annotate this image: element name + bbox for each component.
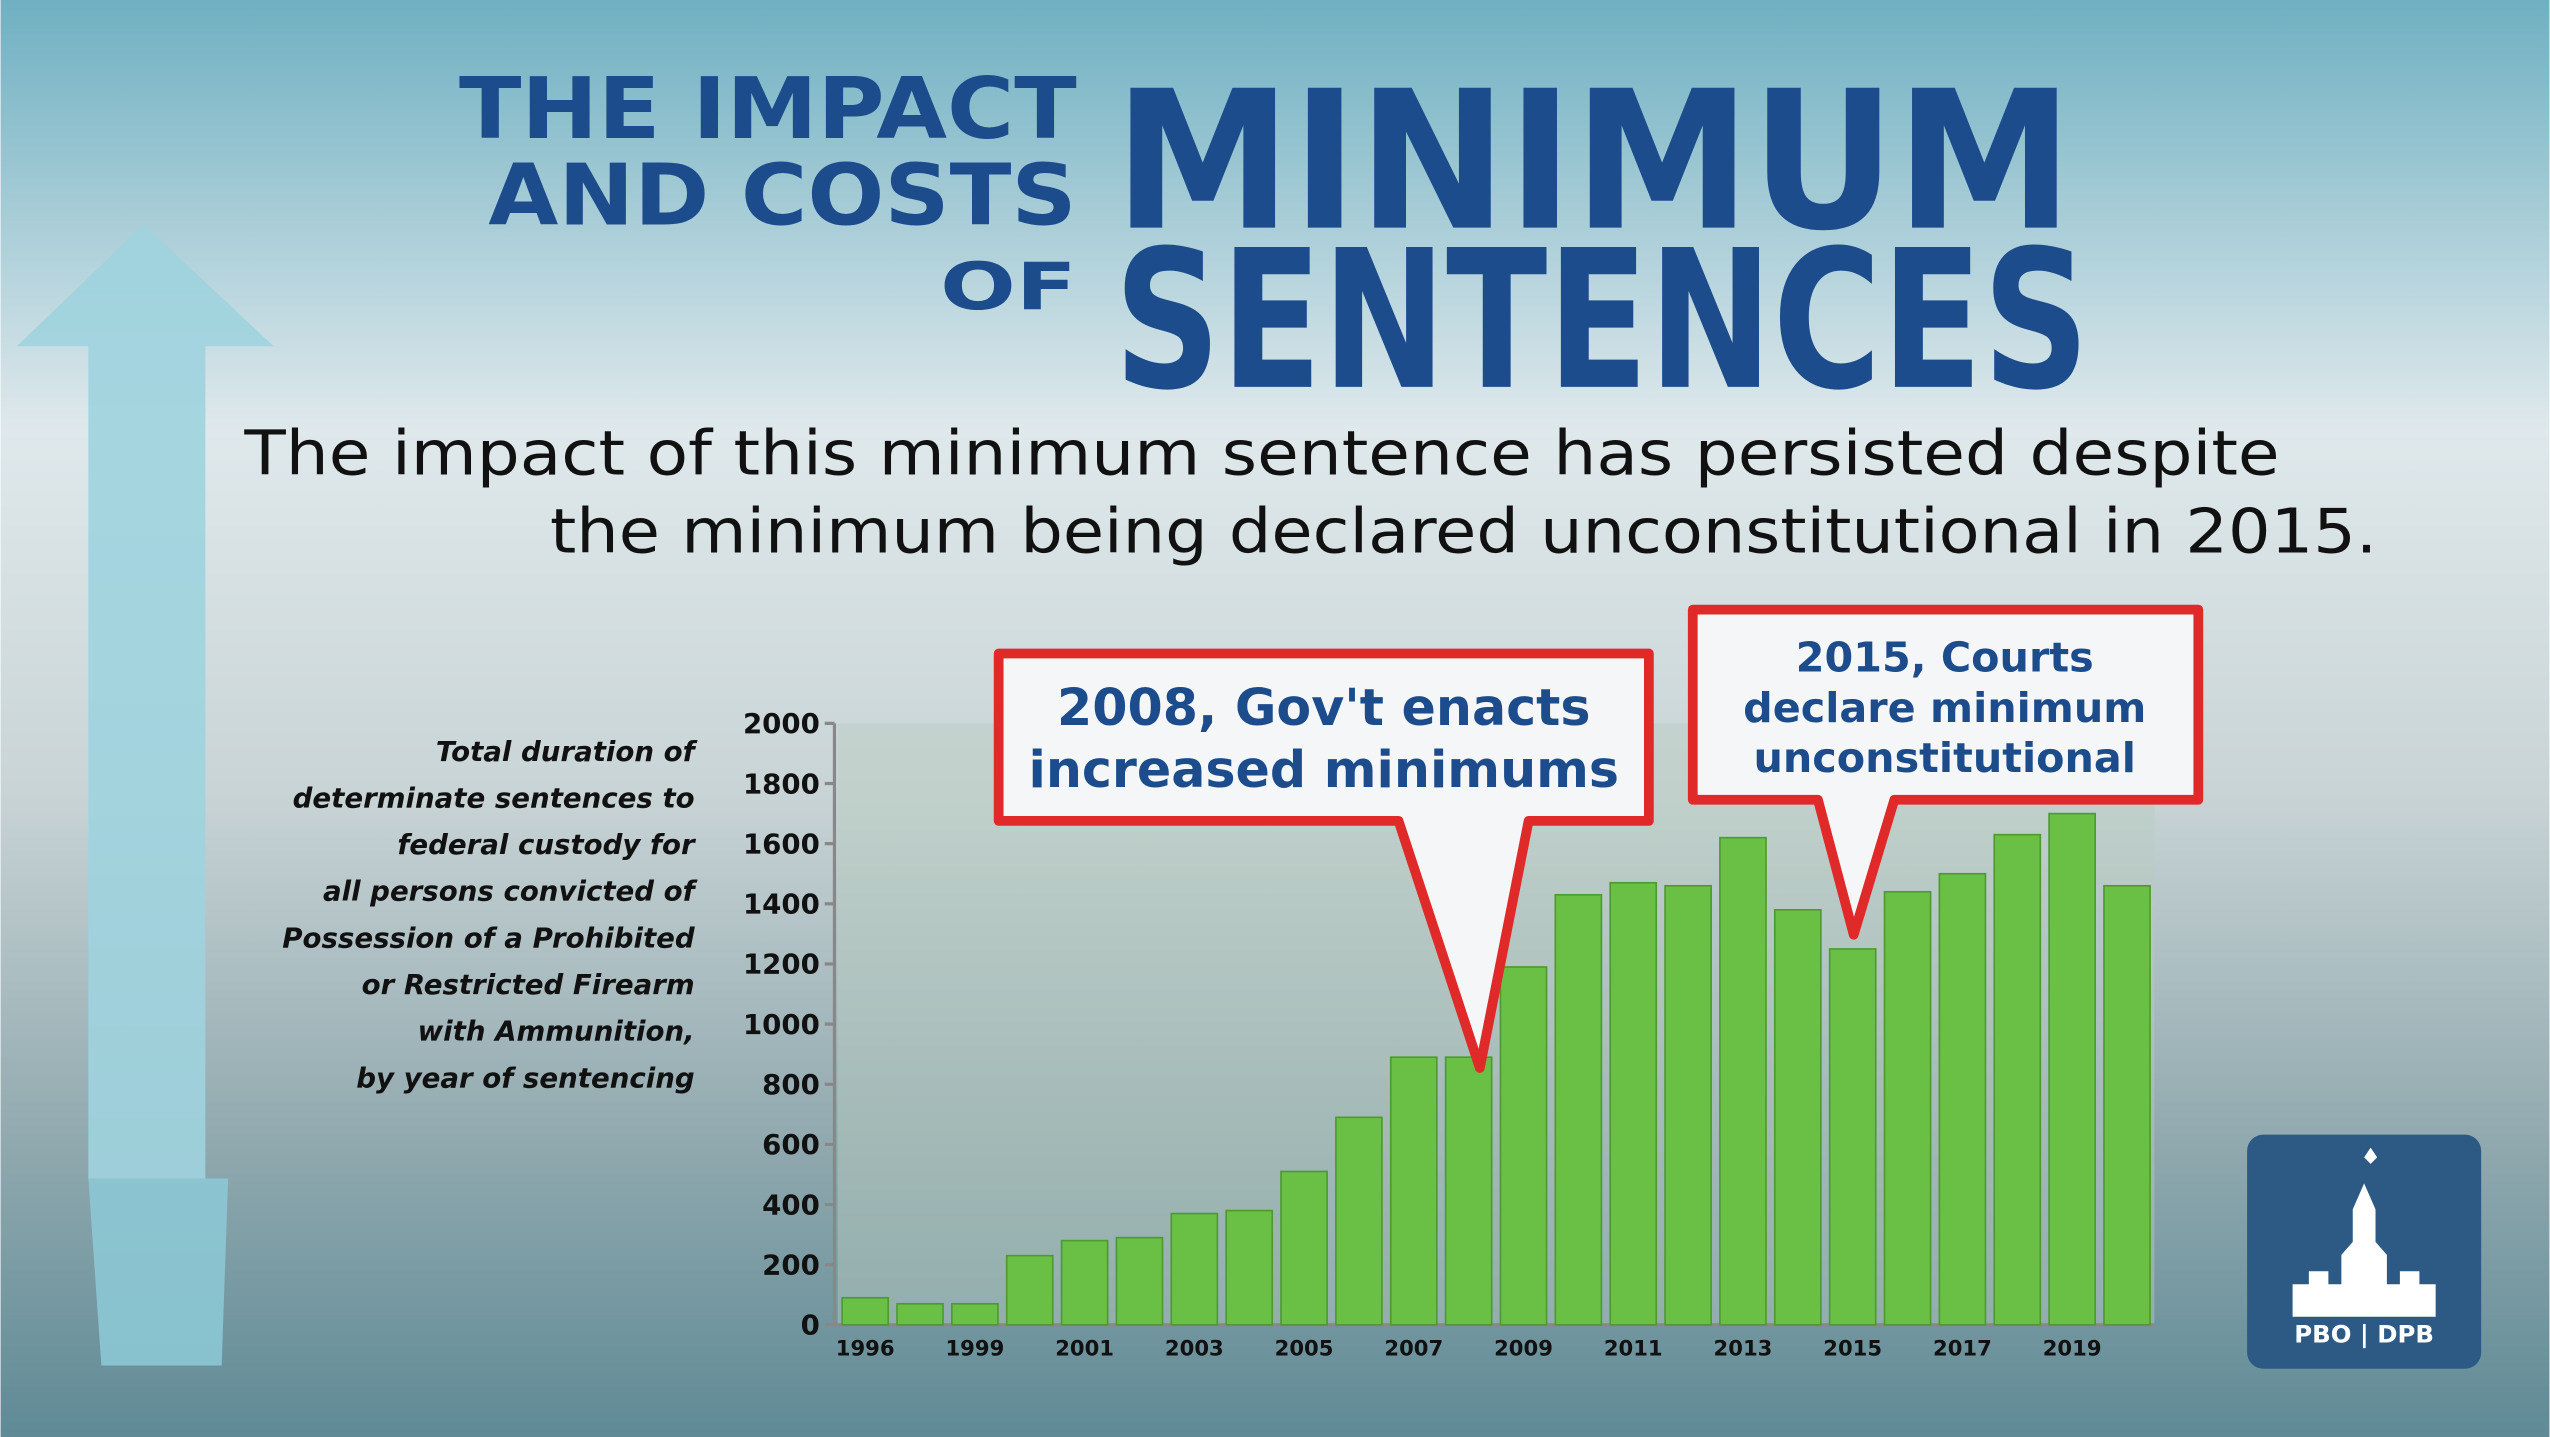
bar xyxy=(2103,884,2151,1326)
bar xyxy=(1335,1116,1383,1326)
logo-icon xyxy=(2292,1147,2436,1317)
y-axis-label: with Ammunition, xyxy=(418,1015,695,1048)
y-tick-label: 200 xyxy=(762,1248,820,1281)
annotation-line: 2008, Gov't enacts xyxy=(1057,678,1590,737)
subtitle-line: the minimum being declared unconstitutio… xyxy=(550,496,2377,568)
annotation-line: increased minimums xyxy=(1028,740,1619,799)
y-tick-label: 1200 xyxy=(743,948,820,981)
title-large: SENTENCES xyxy=(1114,210,2089,433)
annotation-line: declare minimum xyxy=(1743,684,2146,732)
y-tick-label: 1800 xyxy=(743,767,820,800)
bar xyxy=(1719,836,1767,1326)
bar xyxy=(951,1302,999,1326)
bar xyxy=(1609,881,1658,1326)
bar xyxy=(1444,1056,1493,1326)
annotation-line: 2015, Courts xyxy=(1796,633,2094,681)
y-axis-label: Possession of a Prohibited xyxy=(282,921,695,954)
y-axis-label: all persons convicted of xyxy=(323,875,698,908)
bar xyxy=(1280,1170,1328,1326)
callout-box xyxy=(1687,604,2204,940)
y-axis-label: or Restricted Firearm xyxy=(362,968,695,1001)
arrow-tail xyxy=(88,1178,229,1366)
y-axis-label: Total duration of xyxy=(436,735,698,768)
plot: Total duration of determinate sentences t… xyxy=(282,707,2155,1361)
x-tick-label: 2011 xyxy=(1604,1336,1663,1361)
annotation-line: unconstitutional xyxy=(1753,734,2136,782)
y-tick-label: 0 xyxy=(801,1309,820,1342)
y-axis-label: federal custody for xyxy=(397,828,697,861)
x-tick-label: 2005 xyxy=(1275,1336,1334,1361)
bar xyxy=(1938,872,1987,1326)
title-large: MINIMUM xyxy=(1114,51,2073,274)
x-tick-label: 2015 xyxy=(1823,1336,1882,1361)
x-tick-label: 2007 xyxy=(1384,1336,1443,1361)
x-tick-label: 1999 xyxy=(945,1336,1004,1361)
subtitle: The impact of this minimum sentence has … xyxy=(243,418,2377,568)
bar xyxy=(1664,884,1712,1326)
logo-text: PBO | DPB xyxy=(2294,1320,2434,1349)
y-tick-label: 800 xyxy=(762,1068,820,1101)
y-tick-label: 1600 xyxy=(743,827,820,860)
title-small: THE IMPACT xyxy=(459,60,1077,158)
bar xyxy=(1554,893,1603,1326)
x-tick-label: 2017 xyxy=(1933,1336,1992,1361)
y-tick-label: 1000 xyxy=(743,1008,820,1041)
x-tick-label: 1996 xyxy=(836,1336,895,1361)
x-tick-label: 2003 xyxy=(1165,1336,1224,1361)
title-small: AND COSTS xyxy=(488,146,1076,244)
x-tick-label: 2001 xyxy=(1055,1336,1114,1361)
bar xyxy=(1883,890,1932,1326)
arrow-decoration xyxy=(16,224,274,1179)
x-tick-label: 2009 xyxy=(1494,1336,1553,1361)
bar xyxy=(1115,1236,1164,1326)
bar xyxy=(1828,948,1877,1326)
subtitle-line: The impact of this minimum sentence has … xyxy=(243,418,2279,490)
y-axis-label: by year of sentencing xyxy=(356,1061,694,1094)
bar xyxy=(1005,1254,1054,1326)
bar xyxy=(1225,1209,1274,1326)
bar xyxy=(1773,909,1822,1326)
y-tick-label: 2000 xyxy=(743,707,820,740)
y-tick-label: 1400 xyxy=(743,888,820,921)
bar xyxy=(1170,1212,1219,1326)
bar xyxy=(896,1302,944,1326)
callout-box xyxy=(993,648,1654,1073)
bar xyxy=(2048,812,2096,1326)
y-tick-label: 600 xyxy=(762,1128,820,1161)
x-tick-label: 2013 xyxy=(1714,1336,1773,1361)
bar xyxy=(1060,1239,1109,1326)
bar xyxy=(1993,833,2042,1326)
y-axis-label: determinate sentences to xyxy=(293,781,695,814)
title-small: OF xyxy=(940,250,1077,325)
bar xyxy=(1499,966,1548,1326)
x-tick-label: 2019 xyxy=(2043,1336,2102,1361)
bar xyxy=(841,1296,890,1326)
y-tick-label: 400 xyxy=(762,1188,820,1221)
bar xyxy=(1389,1056,1438,1326)
